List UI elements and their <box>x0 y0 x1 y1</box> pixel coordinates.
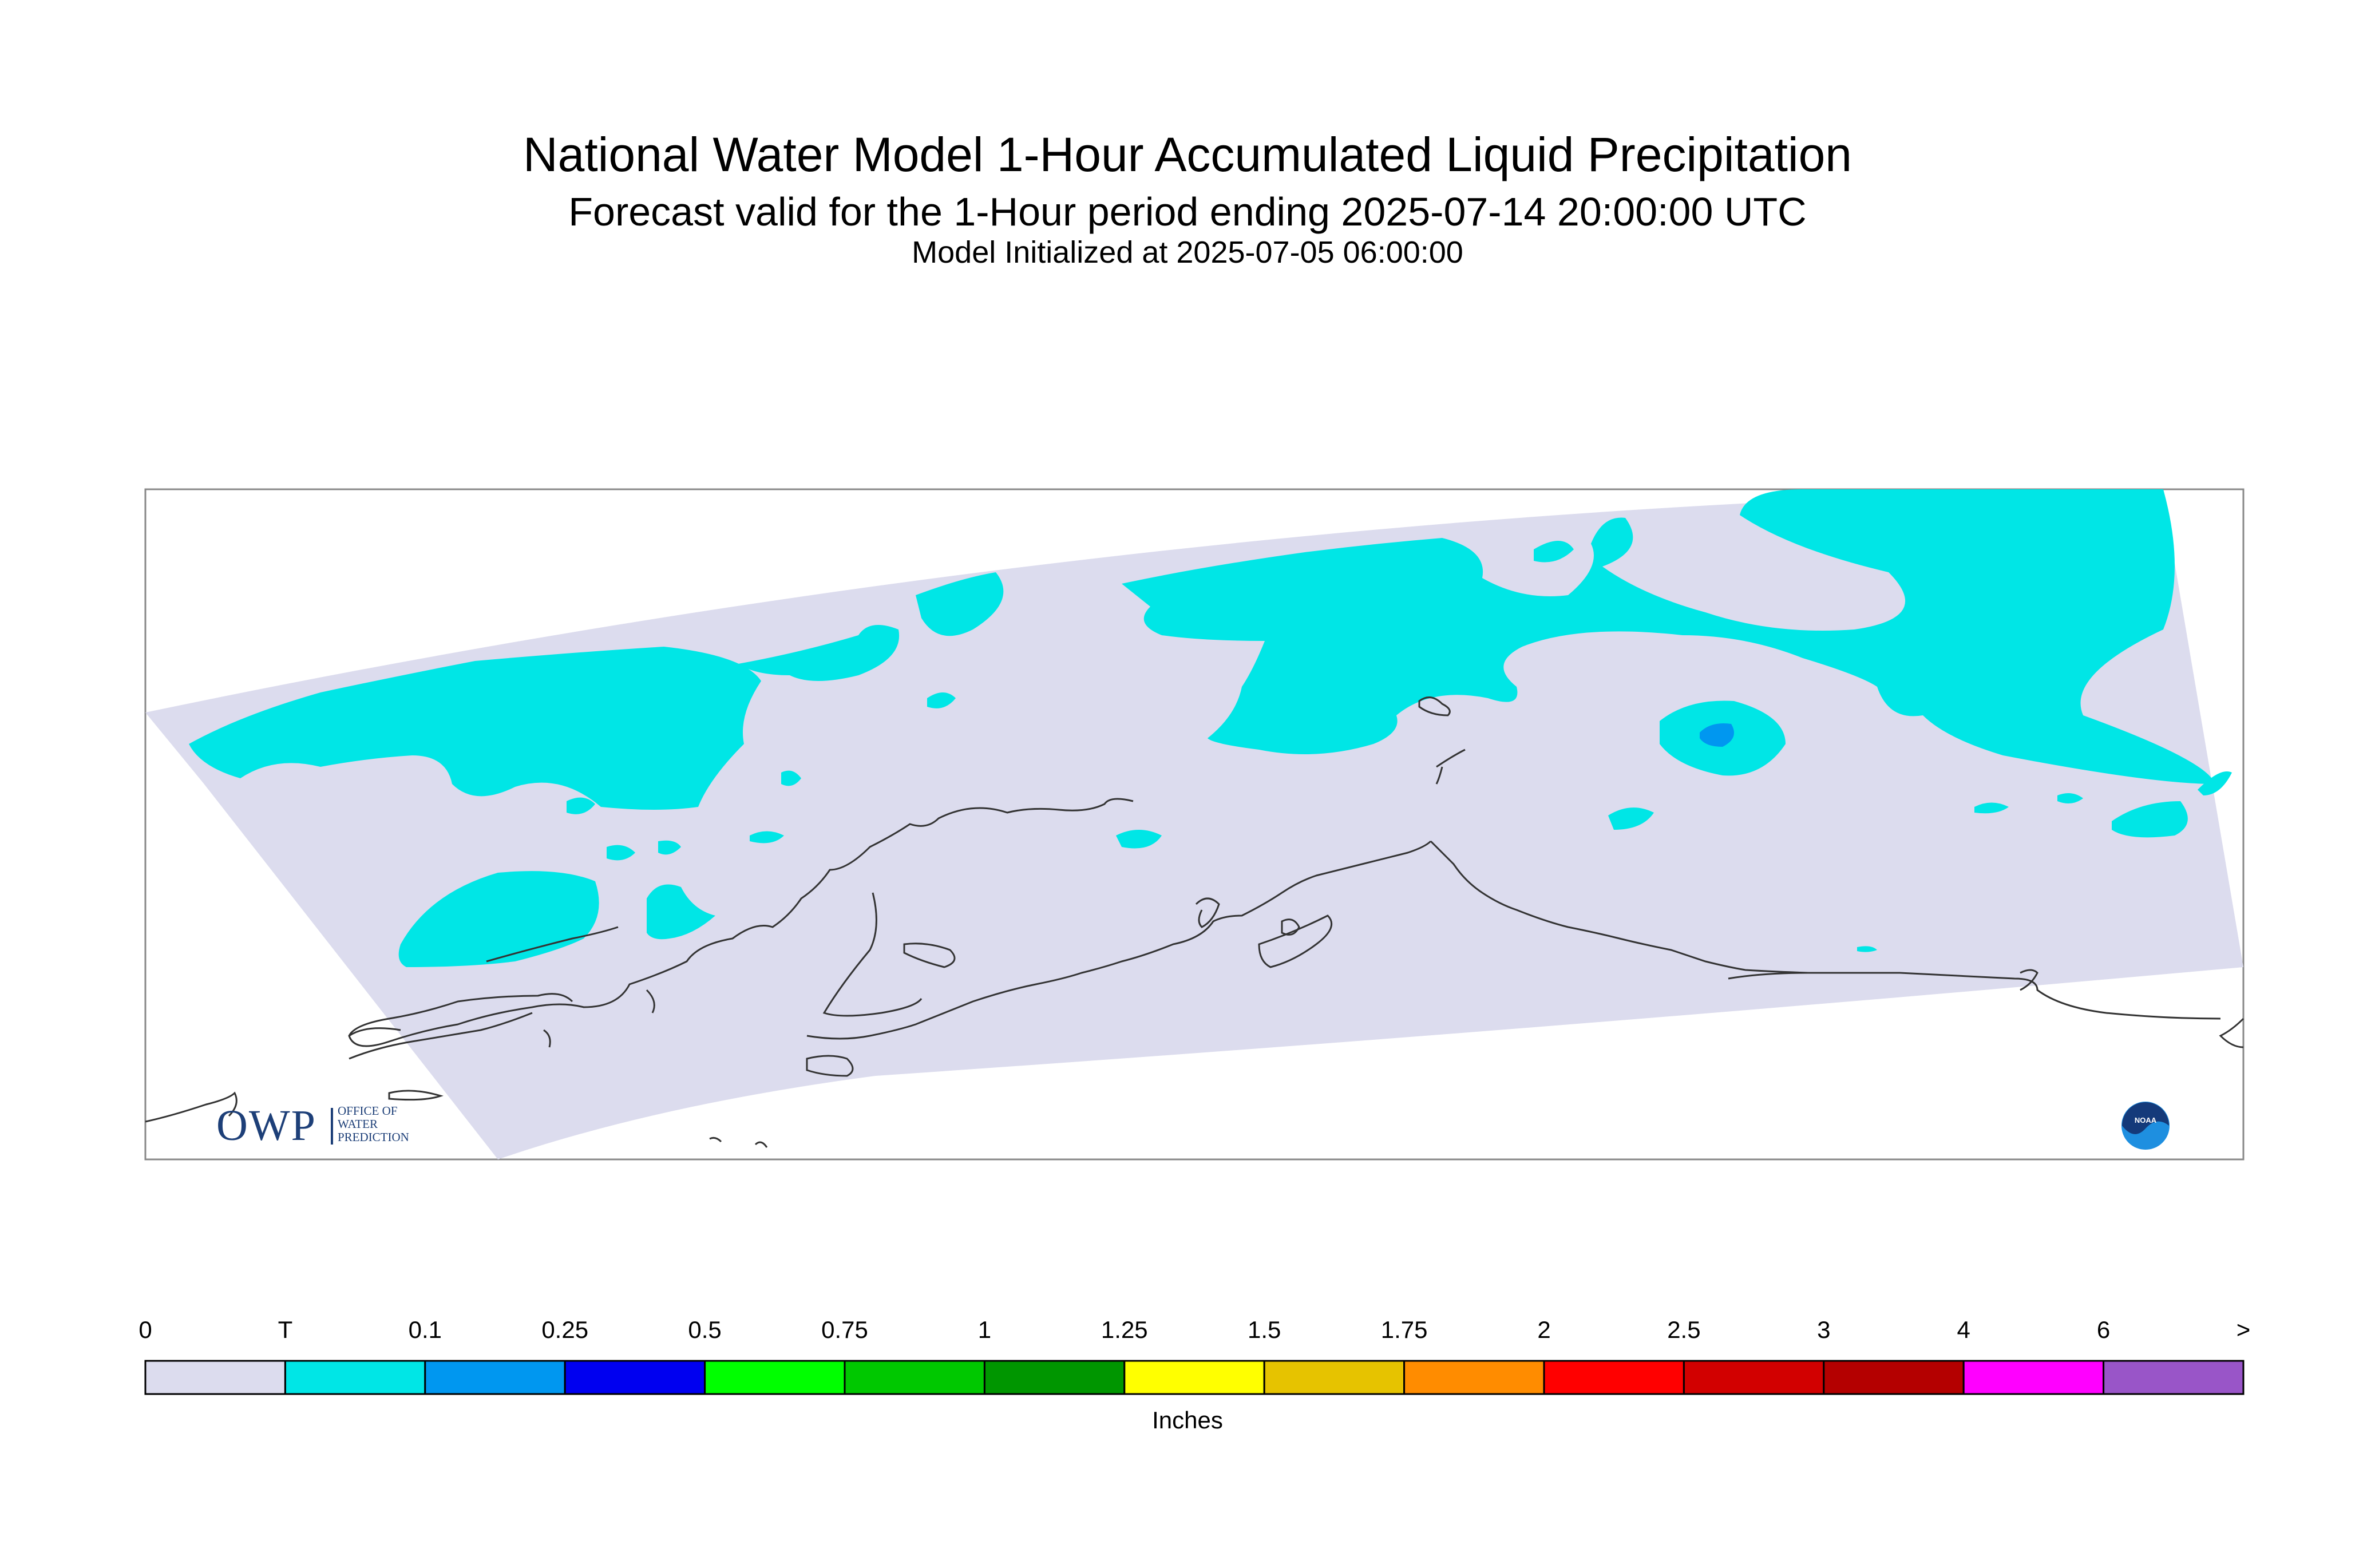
trace-region <box>398 871 599 967</box>
coastline <box>1195 897 1220 928</box>
trace-region <box>567 797 595 814</box>
owp-logo-divider <box>331 1108 333 1145</box>
trace-region <box>1608 807 1654 830</box>
legend-tick-label: 0.1 <box>408 1316 442 1343</box>
legend-tick-label: 0.75 <box>821 1316 868 1343</box>
trace-region <box>1122 489 2215 784</box>
trace-precip-regions <box>189 489 2232 967</box>
legend-tick-label: 0.5 <box>688 1316 722 1343</box>
trace-region <box>750 831 784 844</box>
legend-tick-label: T <box>278 1316 293 1343</box>
trace-region <box>738 625 900 681</box>
trace-region <box>658 840 681 855</box>
noaa-logo: NOAA <box>2120 1100 2171 1151</box>
coastline <box>709 1137 768 1148</box>
legend-tick-label: 2.5 <box>1667 1316 1701 1343</box>
coastline <box>2020 969 2038 991</box>
trace-region <box>2057 793 2083 803</box>
legend-tick-label: 0.25 <box>541 1316 589 1343</box>
trace-region <box>647 884 715 940</box>
legend-units: Inches <box>1152 1407 1223 1434</box>
legend-tick-label: 1.5 <box>1247 1316 1281 1343</box>
trace-region <box>2198 771 2232 795</box>
map-frame <box>144 488 2245 1161</box>
coastline <box>1430 840 1809 974</box>
noaa-logo-text: NOAA <box>2135 1116 2157 1124</box>
coastline <box>806 840 1432 1040</box>
trace-region <box>1974 802 2009 814</box>
coastline <box>1418 696 1451 716</box>
light-precip-regions <box>1700 723 1734 747</box>
legend-tick-label: 2 <box>1537 1316 1551 1343</box>
coastline <box>388 1090 444 1101</box>
coastline <box>903 943 956 968</box>
coastline <box>349 1012 533 1060</box>
legend-tick-label: 1 <box>977 1316 992 1343</box>
trace-region <box>927 692 956 708</box>
map-subtitle: Forecast valid for the 1-Hour period end… <box>568 189 1807 234</box>
coastline <box>806 1055 854 1077</box>
trace-region <box>1116 830 1162 849</box>
coastlines <box>145 696 2245 1148</box>
coastline <box>543 989 655 1048</box>
coastline <box>2219 1017 2245 1048</box>
legend-tick-label: > <box>2236 1316 2251 1343</box>
coastline <box>348 798 1134 1047</box>
trace-region <box>2112 801 2188 838</box>
coastline <box>486 926 619 963</box>
trace-region <box>607 845 635 861</box>
trace-region <box>781 770 801 786</box>
legend-tick-label: 1.75 <box>1380 1316 1428 1343</box>
legend-tick-label: 6 <box>2096 1316 2111 1343</box>
owp-logo-text: OWP <box>216 1102 316 1150</box>
map-title: National Water Model 1-Hour Accumulated … <box>522 128 1852 181</box>
trace-region <box>1534 541 1574 563</box>
coastline <box>822 892 923 1017</box>
trace-region <box>916 572 1004 636</box>
coastline <box>1728 972 2221 1020</box>
legend-tick-label: 3 <box>1817 1316 1831 1343</box>
legend-tick-label: 4 <box>1957 1316 1970 1343</box>
coastline <box>1435 749 1466 785</box>
legend-tick-label: 0 <box>138 1316 152 1343</box>
legend-tick-label: 1.25 <box>1101 1316 1148 1343</box>
trace-region <box>189 647 761 810</box>
trace-region <box>1857 946 1877 952</box>
coastline <box>1281 918 1300 936</box>
coastline <box>145 1091 238 1123</box>
owp-logo-subtext: OFFICE OF WATER PREDICTION <box>338 1104 409 1144</box>
model-init-text: Model Initialized at 2025-07-05 06:00:00 <box>912 235 1463 270</box>
light-region <box>1700 723 1734 747</box>
